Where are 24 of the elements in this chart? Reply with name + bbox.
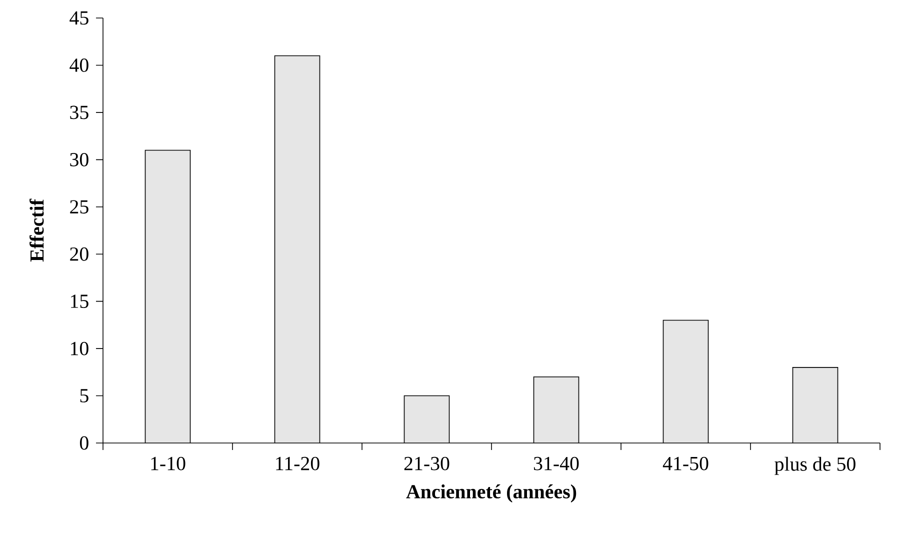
- y-axis-title: Effectif: [30, 198, 44, 262]
- y-tick-label: 25: [70, 200, 88, 214]
- bar: [404, 396, 450, 443]
- x-tick-label: 41-50: [662, 456, 708, 470]
- bar: [663, 320, 708, 443]
- y-tick-label: 10: [70, 342, 88, 356]
- x-tick-label: 11-20: [276, 456, 320, 470]
- y-tick-label: 30: [70, 152, 88, 166]
- x-tick-label: 1-10: [151, 456, 186, 470]
- bar: [274, 56, 320, 443]
- y-tick-label: 0: [80, 436, 88, 450]
- x-tick-label: plus de 50: [774, 456, 856, 475]
- bar: [534, 376, 579, 443]
- y-tick-label: 45: [70, 11, 88, 25]
- bar: [792, 367, 838, 443]
- x-tick-label: 21-30: [404, 456, 450, 470]
- bar: [145, 150, 190, 443]
- y-tick-label: 15: [70, 294, 88, 308]
- y-tick-label: 35: [70, 106, 88, 120]
- y-tick-label: 20: [70, 247, 88, 261]
- x-axis-title: Ancienneté (années): [406, 484, 576, 502]
- y-tick-label: 40: [70, 58, 88, 72]
- y-tick-label: 5: [80, 389, 88, 402]
- x-tick-label: 31-40: [534, 456, 579, 470]
